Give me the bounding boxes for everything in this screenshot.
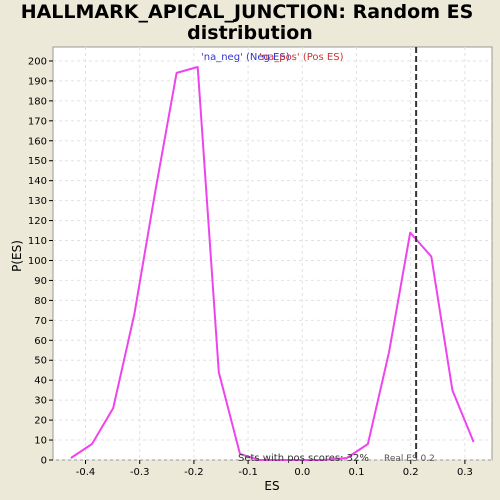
y-tick-label: 0 [41, 456, 47, 467]
y-tick-label: 170 [28, 116, 47, 127]
y-tick-label: 140 [28, 176, 47, 187]
y-tick-label: 10 [34, 436, 47, 447]
x-tick-label: -0.3 [130, 467, 150, 478]
legend-pos-label: 'na_pos' (Pos ES) [259, 52, 344, 63]
y-tick-label: 100 [28, 256, 47, 267]
plot-area [52, 46, 493, 461]
grid [53, 47, 492, 461]
y-tick-label: 110 [28, 236, 47, 247]
pos-scores-annotation: Sets with pos scores: 32% [238, 453, 369, 464]
y-axis-label: P(ES) [10, 240, 24, 272]
chart-title-line-1: HALLMARK_APICAL_JUNCTION: Random ES [21, 1, 474, 23]
y-axis: 0 10 20 30 40 50 60 70 80 90 100 110 120 130 140 150 160… [28, 56, 53, 467]
x-tick-label: -0.4 [76, 467, 96, 478]
x-axis: -0.4 -0.3 -0.2 -0.1 0.0 0.1 0.2 0.3 [76, 460, 473, 478]
y-tick-label: 70 [34, 316, 47, 327]
y-tick-label: 20 [34, 416, 47, 427]
x-tick-label: 0.1 [349, 467, 365, 478]
y-tick-label: 200 [28, 56, 47, 67]
y-tick-label: 40 [34, 376, 47, 387]
y-tick-label: 160 [28, 136, 47, 147]
y-tick-label: 180 [28, 96, 47, 107]
y-tick-label: 190 [28, 76, 47, 87]
x-tick-label: 0.0 [294, 467, 310, 478]
series-line-1 [239, 231, 475, 461]
y-tick-label: 130 [28, 196, 47, 207]
chart-title-line-2: distribution [187, 22, 313, 44]
y-tick-label: 150 [28, 156, 47, 167]
x-tick-label: -0.1 [238, 467, 258, 478]
legend-neg-label: 'na_neg' (Neg ES) [201, 52, 290, 63]
y-tick-label: 90 [34, 276, 47, 287]
x-axis-label: ES [264, 479, 279, 493]
x-tick-label: 0.2 [403, 467, 419, 478]
real-es-label: Real ES 0.2 [384, 454, 435, 464]
y-tick-label: 30 [34, 396, 47, 407]
y-tick-label: 50 [34, 356, 47, 367]
x-tick-label: -0.2 [184, 467, 204, 478]
x-tick-label: 0.3 [457, 467, 473, 478]
series-layer [70, 66, 475, 461]
y-tick-label: 80 [34, 296, 47, 307]
y-tick-label: 120 [28, 216, 47, 227]
y-tick-label: 60 [34, 336, 47, 347]
series-line-0 [70, 66, 241, 459]
